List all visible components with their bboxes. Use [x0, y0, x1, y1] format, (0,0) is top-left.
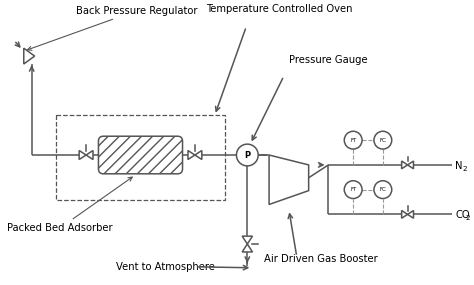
- Text: Temperature Controlled Oven: Temperature Controlled Oven: [206, 4, 352, 14]
- Text: N: N: [455, 161, 463, 171]
- Text: Air Driven Gas Booster: Air Driven Gas Booster: [264, 254, 377, 264]
- Polygon shape: [188, 150, 195, 160]
- Polygon shape: [269, 155, 309, 204]
- Text: Vent to Atmosphere: Vent to Atmosphere: [116, 262, 215, 272]
- Polygon shape: [401, 211, 408, 218]
- Text: P: P: [244, 150, 250, 160]
- Polygon shape: [86, 150, 93, 160]
- Polygon shape: [79, 150, 86, 160]
- Text: Packed Bed Adsorber: Packed Bed Adsorber: [7, 177, 132, 233]
- Text: FC: FC: [379, 187, 386, 192]
- Text: Pressure Gauge: Pressure Gauge: [289, 55, 367, 65]
- Polygon shape: [242, 244, 253, 252]
- Polygon shape: [242, 236, 253, 244]
- Polygon shape: [408, 161, 413, 169]
- Circle shape: [237, 144, 258, 166]
- Text: 2: 2: [463, 166, 467, 172]
- Text: CO: CO: [455, 210, 470, 220]
- Circle shape: [344, 181, 362, 199]
- Text: 2: 2: [466, 215, 471, 221]
- Circle shape: [344, 131, 362, 149]
- Polygon shape: [195, 150, 202, 160]
- Text: FT: FT: [350, 138, 356, 143]
- Circle shape: [374, 131, 392, 149]
- FancyBboxPatch shape: [99, 136, 182, 174]
- Polygon shape: [408, 211, 413, 218]
- Text: FT: FT: [350, 187, 356, 192]
- Polygon shape: [401, 161, 408, 169]
- Bar: [56, 115, 225, 200]
- Polygon shape: [24, 48, 35, 64]
- Text: Back Pressure Regulator: Back Pressure Regulator: [27, 6, 198, 50]
- Text: FC: FC: [379, 138, 386, 143]
- Circle shape: [374, 181, 392, 199]
